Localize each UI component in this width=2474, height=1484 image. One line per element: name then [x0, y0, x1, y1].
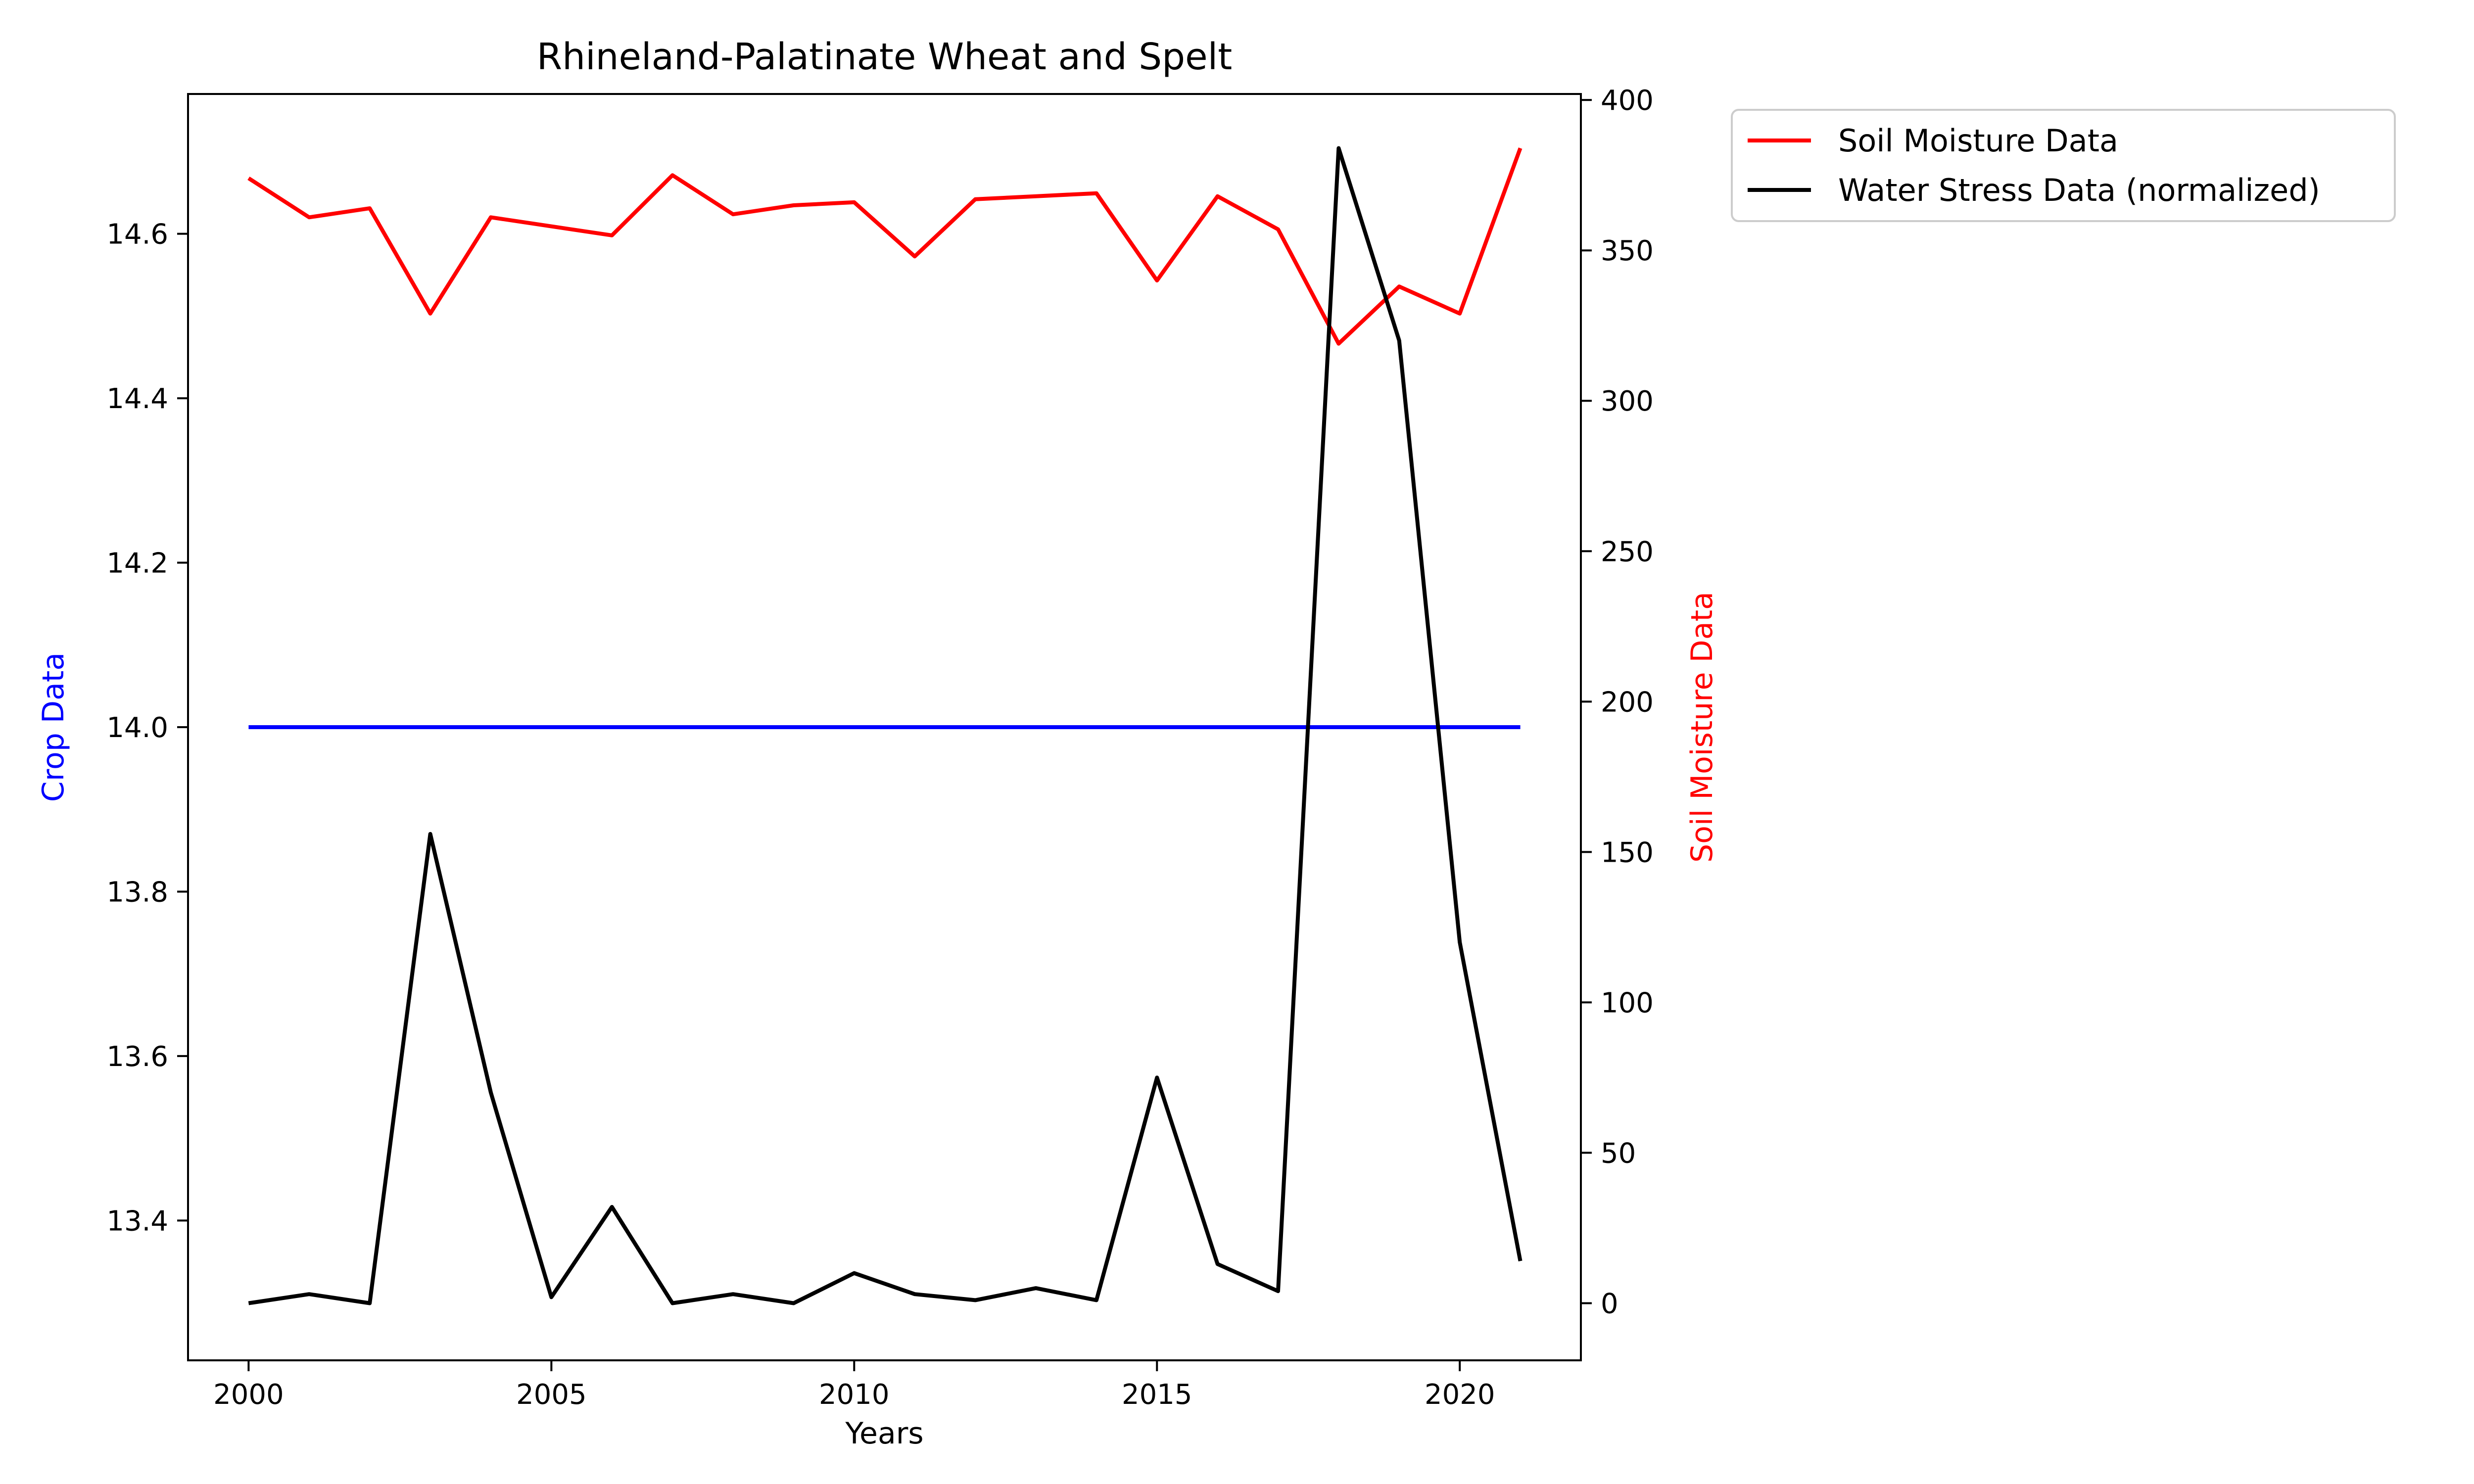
y-axis-left-label: Crop Data — [36, 652, 71, 802]
chart-title: Rhineland-Palatinate Wheat and Spelt — [537, 36, 1233, 78]
series-layer — [247, 146, 1522, 1305]
y-axis-left: 13.4 13.6 13.8 14.0 14.2 14.4 14.6 — [106, 219, 188, 1237]
x-tick-label-2000: 2000 — [213, 1379, 284, 1411]
y-right-tick-label-250: 250 — [1601, 536, 1654, 568]
x-tick-label-2010: 2010 — [819, 1379, 890, 1411]
legend-label-soil-moisture: Soil Moisture Data — [1838, 123, 2118, 159]
y-right-tick-label-100: 100 — [1601, 987, 1654, 1019]
y-left-tick-label-13.6: 13.6 — [106, 1041, 168, 1073]
y-right-tick-label-0: 0 — [1601, 1288, 1618, 1320]
y-axis-right-label: Soil Moisture Data — [1685, 592, 1719, 863]
x-axis-label: Years — [845, 1416, 923, 1451]
y-right-tick-label-350: 350 — [1601, 235, 1654, 267]
y-left-tick-label-14.4: 14.4 — [106, 383, 168, 415]
legend: Soil Moisture Data Water Stress Data (no… — [1731, 109, 2396, 222]
y-left-tick-label-14.2: 14.2 — [106, 548, 168, 580]
y-left-tick-label-14.6: 14.6 — [106, 219, 168, 251]
x-tick-label-2005: 2005 — [516, 1379, 587, 1411]
y-right-tick-label-150: 150 — [1601, 836, 1654, 869]
x-tick-label-2015: 2015 — [1122, 1379, 1192, 1411]
y-right-tick-label-300: 300 — [1601, 385, 1654, 417]
y-left-tick-label-13.4: 13.4 — [106, 1205, 168, 1237]
legend-label-water-stress: Water Stress Data (normalized) — [1838, 172, 2320, 208]
y-right-tick-label-50: 50 — [1601, 1137, 1636, 1169]
y-right-tick-label-200: 200 — [1601, 686, 1654, 718]
y-left-tick-label-13.8: 13.8 — [106, 876, 168, 908]
y-left-tick-label-14: 14.0 — [106, 712, 168, 744]
x-tick-label-2020: 2020 — [1425, 1379, 1495, 1411]
legend-box — [1731, 109, 2396, 222]
x-axis: 2000 2005 2010 2015 2020 — [213, 1360, 1495, 1411]
y-right-tick-label-400: 400 — [1601, 85, 1654, 117]
y-axis-right: 0 50 100 150 200 250 300 350 400 — [1581, 85, 1654, 1320]
series-line-soil-moisture — [247, 147, 1522, 346]
series-line-water-stress — [248, 146, 1522, 1305]
